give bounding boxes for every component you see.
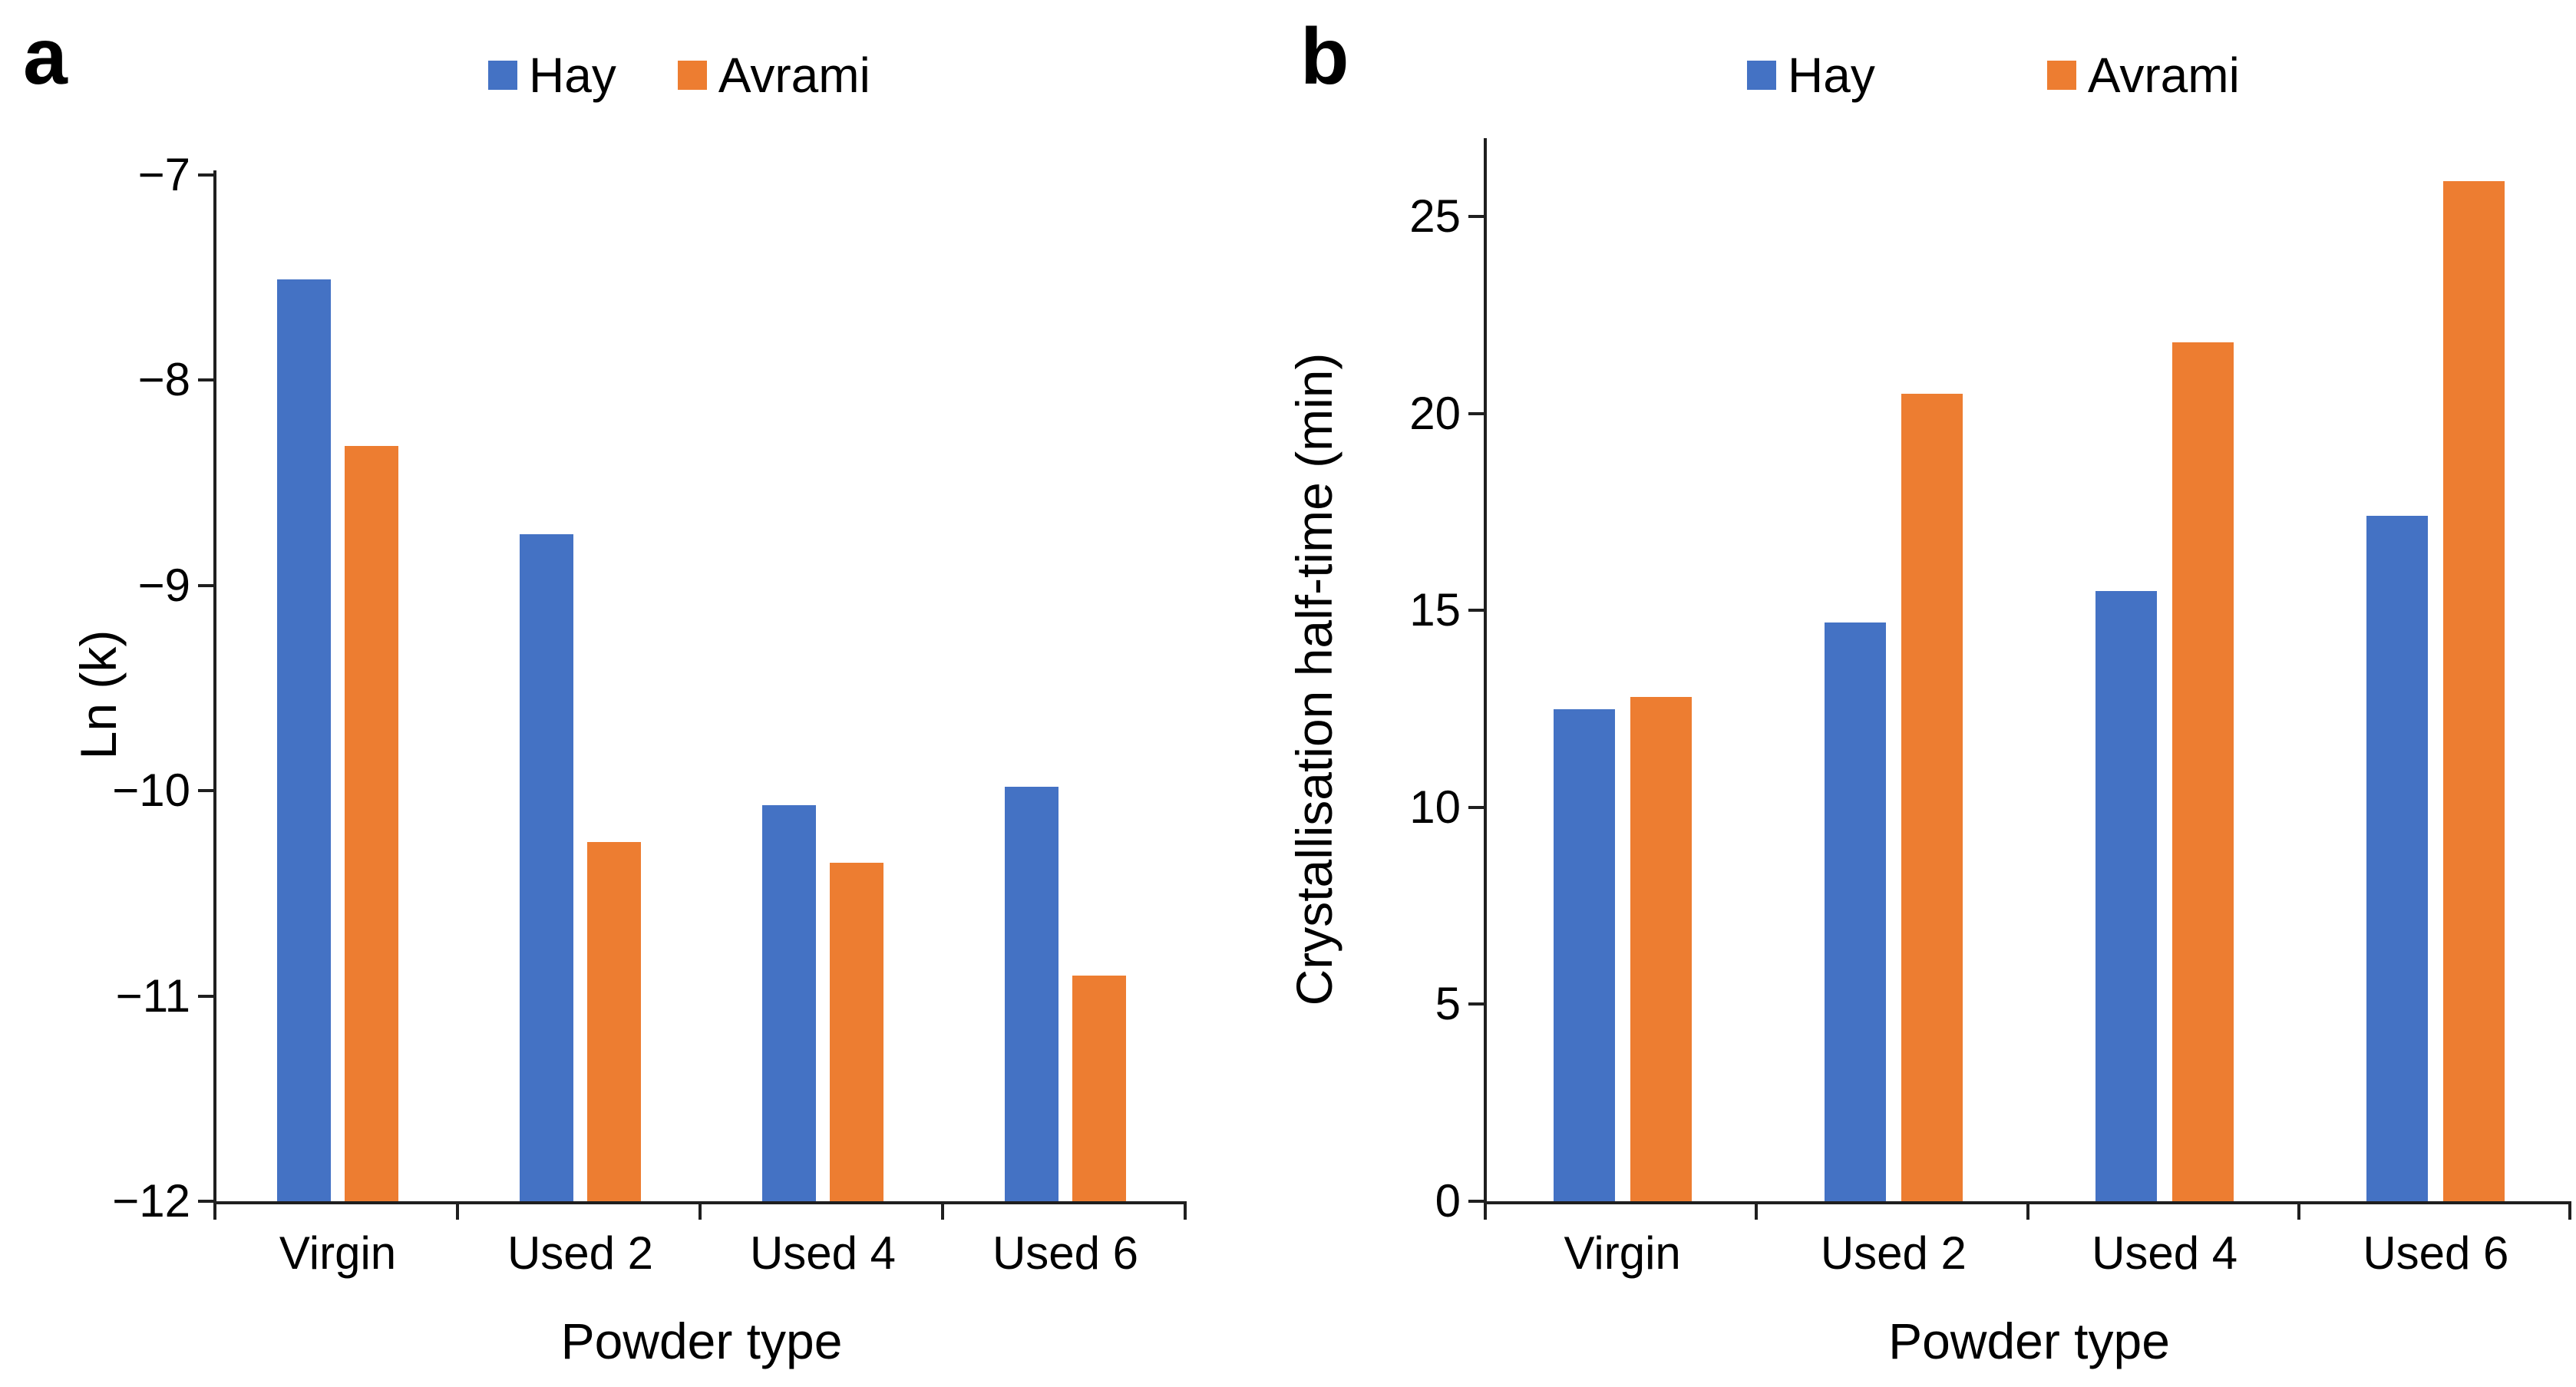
bar-hay-used-2 (520, 533, 573, 1201)
x-tick-mark (213, 1204, 216, 1220)
x-category-label: Used 2 (1820, 1227, 1967, 1279)
y-tick-mark (1468, 215, 1484, 218)
x-tick-mark (2026, 1204, 2029, 1220)
legend-label-avrami: Avrami (2087, 48, 2240, 103)
y-tick-label: −8 (137, 354, 190, 406)
x-tick-mark (2297, 1204, 2300, 1220)
x-tick-mark (941, 1204, 944, 1220)
y-tick-mark (198, 1200, 213, 1203)
bar-hay-used-6 (1005, 786, 1058, 1201)
panel-b-letter: b (1300, 12, 1349, 101)
bar-hay-virgin (1553, 708, 1615, 1201)
bar-avrami-used-2 (1901, 393, 1963, 1201)
y-tick-label: −10 (112, 765, 190, 817)
panel-b-y-axis-title: Crystallisation half-time (min) (1286, 352, 1342, 1006)
y-tick-label: 25 (1409, 190, 1461, 242)
panel-a-y-axis-title: Ln (k) (70, 629, 127, 760)
legend-label-hay: Hay (1788, 48, 1875, 103)
x-tick-mark (1484, 1204, 1487, 1220)
panel-b-legend: Hay Avrami (1747, 48, 2240, 103)
y-axis-line (213, 170, 216, 1204)
legend-label-hay: Hay (529, 48, 616, 103)
panel-b-x-axis-title: Powder type (1888, 1313, 2170, 1369)
panel-a-legend: Hay Avrami (488, 48, 870, 103)
y-tick-label: 5 (1435, 978, 1461, 1030)
hay-swatch-icon (488, 61, 517, 90)
x-category-label: Used 4 (2092, 1227, 2238, 1279)
y-tick-label: 15 (1409, 584, 1461, 636)
y-tick-mark (1468, 1200, 1484, 1203)
y-tick-mark (1468, 609, 1484, 613)
x-category-label: Used 4 (749, 1227, 897, 1279)
x-axis-line (1484, 1201, 2571, 1204)
x-tick-mark (1184, 1204, 1187, 1220)
y-tick-label: −11 (115, 969, 190, 1022)
y-tick-label: −9 (137, 559, 190, 611)
y-tick-mark (1468, 805, 1484, 809)
x-category-label: Virgin (1564, 1227, 1681, 1279)
avrami-swatch-icon (2046, 61, 2076, 90)
x-tick-mark (456, 1204, 459, 1220)
legend-item-avrami: Avrami (2046, 48, 2240, 103)
bar-avrami-used-6 (1072, 975, 1126, 1201)
bar-avrami-virgin (345, 445, 398, 1201)
y-tick-label: 20 (1409, 387, 1461, 439)
legend-label-avrami: Avrami (718, 48, 870, 103)
x-tick-mark (698, 1204, 702, 1220)
y-tick-label: 10 (1409, 781, 1461, 833)
y-tick-mark (198, 789, 213, 793)
bar-avrami-used-4 (2172, 342, 2234, 1201)
x-tick-mark (1755, 1204, 1759, 1220)
y-tick-label: −7 (137, 149, 190, 200)
bar-avrami-virgin (1630, 697, 1692, 1201)
panel-a-letter: a (23, 12, 68, 101)
bar-hay-used-4 (2095, 590, 2158, 1201)
legend-item-hay: Hay (488, 51, 616, 100)
y-axis-line (1484, 138, 1487, 1204)
x-category-label: Used 2 (507, 1227, 654, 1279)
bar-avrami-used-2 (587, 842, 641, 1201)
y-tick-label: 0 (1435, 1175, 1461, 1227)
y-tick-mark (198, 378, 213, 382)
bar-avrami-used-6 (2443, 180, 2505, 1201)
bar-hay-used-4 (762, 804, 816, 1201)
y-tick-mark (1468, 411, 1484, 415)
y-tick-mark (198, 583, 213, 587)
y-tick-mark (1468, 1002, 1484, 1006)
x-axis-line (213, 1201, 1187, 1204)
panel-a-x-axis-title: Powder type (560, 1313, 843, 1369)
x-tick-mark (2568, 1204, 2571, 1220)
x-category-label: Used 6 (2363, 1227, 2509, 1279)
hay-swatch-icon (1747, 61, 1776, 90)
y-tick-label: −12 (112, 1175, 190, 1227)
bar-hay-used-2 (1824, 622, 1886, 1201)
x-category-label: Virgin (279, 1227, 397, 1279)
avrami-swatch-icon (677, 61, 707, 90)
bar-hay-virgin (277, 279, 331, 1201)
y-tick-mark (198, 994, 213, 998)
legend-item-avrami: Avrami (677, 48, 870, 103)
legend-item-hay: Hay (1747, 51, 1875, 100)
x-category-label: Used 6 (992, 1227, 1139, 1279)
y-tick-mark (198, 173, 213, 177)
bar-avrami-used-4 (830, 862, 883, 1201)
bar-hay-used-6 (2366, 516, 2429, 1201)
